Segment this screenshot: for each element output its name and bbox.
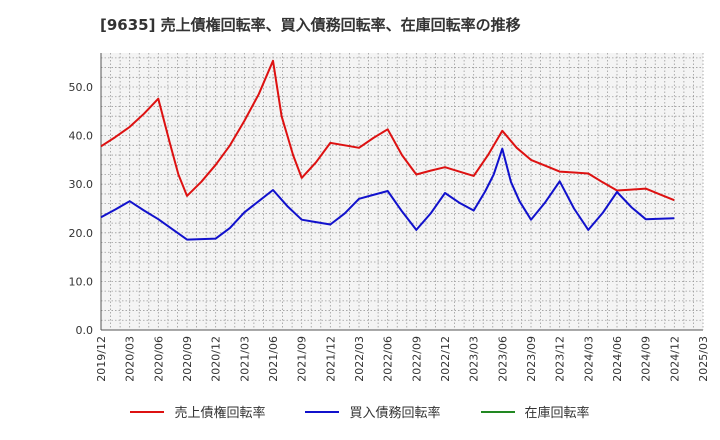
y-tick-label: 10.0 [69, 275, 94, 288]
series-line-0 [100, 59, 675, 202]
x-tick-label: 2019/12 [95, 336, 108, 382]
x-tick-label: 2022/03 [353, 336, 366, 382]
series-line-1 [100, 147, 675, 241]
x-tick-label: 2022/12 [439, 336, 452, 382]
x-tick-label: 2021/06 [267, 336, 280, 382]
legend-item-payables-turnover: 買入債務回転率 [305, 402, 441, 421]
x-tick-label: 2023/09 [525, 336, 538, 382]
plot-background [101, 53, 703, 330]
y-tick-label: 50.0 [69, 81, 94, 94]
x-tick-label: 2021/09 [296, 336, 309, 382]
legend-item-inventory-turnover: 在庫回転率 [480, 402, 590, 421]
x-tick-label: 2021/12 [324, 336, 337, 382]
y-tick-label: 0.0 [76, 324, 94, 337]
x-tick-label: 2020/03 [124, 336, 137, 382]
x-tick-label: 2024/09 [640, 336, 653, 382]
legend-label-receivables-turnover: 売上債権回転率 [174, 406, 266, 421]
x-tick-label: 2020/06 [152, 336, 165, 382]
x-tick-label: 2022/06 [382, 336, 395, 382]
x-tick-label: 2025/03 [697, 336, 710, 382]
legend-item-receivables-turnover: 売上債権回転率 [130, 402, 265, 421]
x-tick-label: 2020/12 [210, 336, 223, 382]
legend-label-payables-turnover: 買入債務回転率 [349, 406, 441, 421]
x-tick-label: 2023/03 [468, 336, 481, 382]
legend-label-inventory-turnover: 在庫回転率 [524, 406, 590, 421]
x-tick-label: 2023/06 [496, 336, 509, 382]
y-tick-label: 30.0 [69, 178, 94, 191]
x-tick-label: 2024/12 [668, 336, 681, 382]
y-tick-label: 40.0 [69, 130, 94, 143]
y-tick-label: 20.0 [69, 227, 94, 240]
x-tick-label: 2024/03 [582, 336, 595, 382]
legend: 売上債権回転率 買入債務回転率 在庫回転率 [0, 402, 720, 421]
x-tick-label: 2024/06 [611, 336, 624, 382]
legend-swatch-inventory-turnover [480, 410, 515, 413]
x-tick-label: 2021/03 [238, 336, 251, 382]
x-tick-label: 2022/09 [410, 336, 423, 382]
legend-swatch-payables-turnover [305, 410, 340, 413]
x-tick-label: 2020/09 [181, 336, 194, 382]
chart-title: [9635] 売上債権回転率、買入債務回転率、在庫回転率の推移 [100, 16, 521, 34]
legend-swatch-receivables-turnover [130, 410, 165, 413]
x-tick-label: 2023/12 [554, 336, 567, 382]
